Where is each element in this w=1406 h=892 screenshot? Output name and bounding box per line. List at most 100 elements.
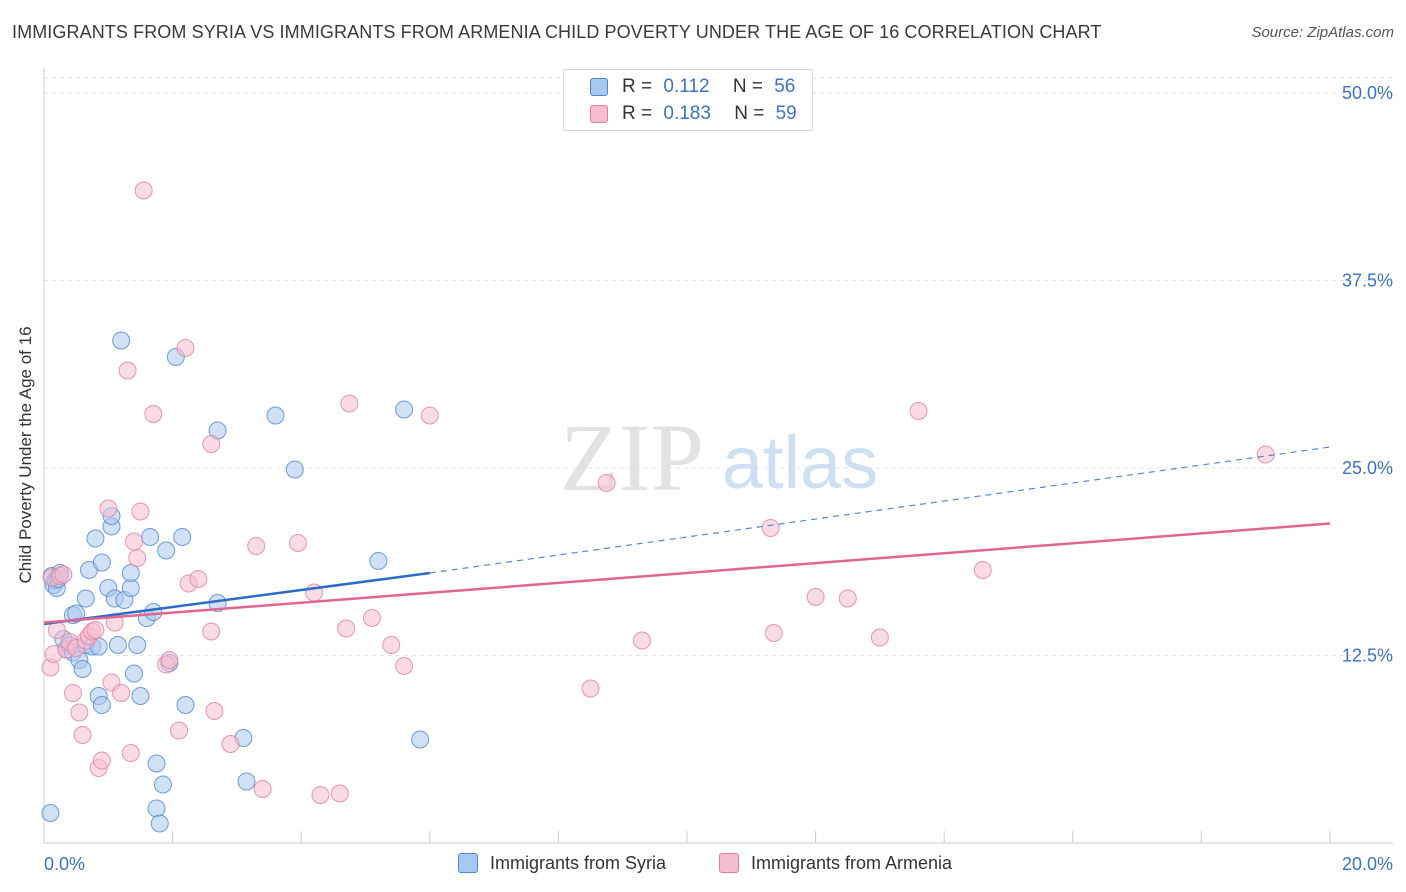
syria-point-52 — [285, 460, 304, 479]
syria-point-55 — [411, 730, 430, 749]
armenia-point-21 — [112, 684, 131, 702]
syria-point-11 — [67, 604, 86, 623]
armenia-point-27 — [134, 181, 153, 200]
armenia-point-59 — [909, 402, 928, 420]
armenia-point-40 — [253, 780, 272, 798]
armenia-r-value: 0.183 — [663, 103, 711, 124]
armenia-point-45 — [337, 619, 356, 638]
x-tick-label-max: 20.0% — [1342, 854, 1393, 874]
armenia-point-51 — [581, 679, 600, 698]
syria-point-27 — [108, 636, 127, 654]
armenia-n-label: N = — [734, 103, 765, 124]
chart-title: IMMIGRANTS FROM SYRIA VS IMMIGRANTS FROM… — [12, 22, 1102, 42]
armenia-point-17 — [92, 751, 111, 770]
syria-point-50 — [237, 772, 256, 791]
armenia-point-61 — [1256, 445, 1275, 464]
syria-point-30 — [121, 579, 140, 597]
armenia-point-60 — [973, 561, 992, 579]
armenia-point-55 — [764, 624, 783, 642]
x-tick-label-min: 0.0% — [44, 854, 85, 874]
armenia-point-34 — [189, 570, 208, 588]
armenia-point-5 — [54, 565, 73, 584]
armenia-swatch — [590, 105, 608, 123]
armenia-trend-line — [43, 522, 1331, 624]
armenia-point-38 — [221, 735, 240, 753]
armenia-r-label: R = — [622, 103, 653, 124]
syria-point-42 — [157, 541, 176, 560]
armenia-point-50 — [420, 406, 439, 425]
armenia-point-41 — [288, 534, 307, 552]
syria-point-56 — [41, 804, 60, 822]
syria-point-37 — [144, 603, 163, 621]
armenia-n-value: 59 — [775, 103, 797, 124]
armenia-point-39 — [247, 537, 266, 555]
correlation-legend: R = 0.112 N = 56 R = 0.183 N = 59 — [563, 69, 813, 131]
y-tick-label-1: 25.0% — [1342, 458, 1393, 478]
syria-point-34 — [131, 687, 150, 705]
watermark-atlas: atlas — [722, 421, 878, 504]
syria-point-38 — [147, 754, 166, 773]
syria-point-53 — [369, 552, 388, 570]
axis-layer — [43, 68, 1393, 844]
armenia-point-18 — [99, 499, 118, 518]
syria-point-22 — [92, 553, 111, 572]
armenia-point-15 — [86, 621, 105, 639]
syria-point-39 — [147, 799, 166, 818]
syria-n-value: 56 — [774, 76, 796, 97]
y-tick-label-0: 12.5% — [1342, 646, 1393, 666]
trend-layer — [43, 446, 1331, 626]
syria-point-41 — [153, 775, 172, 794]
syria-r-label: R = — [622, 76, 653, 97]
syria-legend-label: Immigrants from Syria — [490, 853, 667, 873]
armenia-point-56 — [806, 588, 825, 606]
armenia-point-31 — [170, 721, 189, 740]
syria-r-value: 0.112 — [663, 76, 710, 97]
syria-swatch — [590, 78, 608, 96]
armenia-point-52 — [597, 474, 616, 492]
armenia-point-37 — [205, 702, 224, 720]
syria-point-13 — [73, 660, 92, 678]
syria-point-31 — [121, 564, 140, 582]
grid-layer — [44, 77, 1393, 656]
armenia-point-49 — [395, 657, 414, 675]
syria-point-45 — [173, 528, 192, 546]
syria-point-21 — [92, 696, 111, 714]
syria-point-40 — [150, 814, 169, 833]
y-tick-label-3: 50.0% — [1342, 83, 1393, 103]
syria-point-54 — [395, 400, 414, 419]
y-tick-label-2: 37.5% — [1342, 271, 1393, 291]
armenia-legend-swatch — [719, 853, 739, 873]
armenia-point-35 — [202, 622, 221, 641]
syria-point-46 — [176, 696, 195, 714]
syria-point-33 — [128, 636, 147, 654]
armenia-point-26 — [131, 502, 150, 521]
syria-point-28 — [112, 331, 131, 350]
armenia-point-11 — [73, 726, 92, 744]
syria-point-32 — [125, 664, 144, 683]
armenia-point-58 — [870, 628, 889, 647]
armenia-legend-label: Immigrants from Armenia — [751, 853, 953, 873]
tick-labels: 12.5% 25.0% 37.5% 50.0% 0.0% 20.0% — [44, 83, 1393, 874]
syria-trend-extension — [429, 446, 1331, 574]
syria-point-51 — [266, 406, 285, 425]
armenia-point-53 — [632, 631, 651, 650]
watermark-zip: ZIP — [560, 404, 704, 511]
armenia-point-44 — [330, 784, 349, 803]
watermark: ZIP atlas — [560, 404, 878, 511]
syria-point-15 — [76, 589, 95, 608]
y-axis-label: Child Poverty Under the Age of 16 — [16, 326, 35, 584]
armenia-point-47 — [362, 609, 381, 627]
syria-n-label: N = — [732, 76, 763, 97]
armenia-point-57 — [838, 589, 857, 608]
armenia-point-43 — [311, 786, 330, 804]
armenia-point-54 — [761, 519, 780, 537]
armenia-point-36 — [202, 435, 221, 453]
armenia-point-46 — [340, 394, 359, 413]
armenia-point-23 — [121, 744, 140, 762]
armenia-point-10 — [70, 703, 89, 722]
armenia-point-8 — [63, 684, 82, 702]
syria-point-36 — [141, 528, 160, 546]
armenia-point-22 — [118, 361, 137, 380]
syria-point-18 — [86, 529, 105, 548]
